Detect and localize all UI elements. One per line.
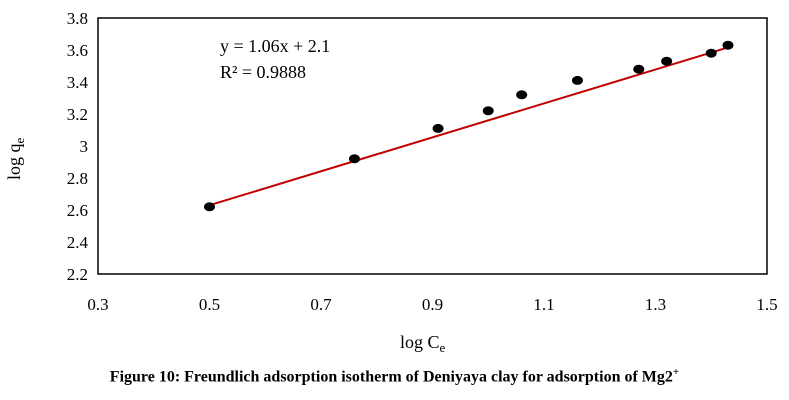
trendline-equation: y = 1.06x + 2.1 bbox=[220, 36, 330, 56]
data-point bbox=[432, 123, 444, 133]
data-point bbox=[482, 106, 494, 116]
y-tick-label: 3 bbox=[80, 137, 89, 156]
y-tick-label: 3.2 bbox=[67, 105, 88, 124]
x-tick-label: 0.5 bbox=[199, 295, 220, 314]
y-tick-label: 2.2 bbox=[67, 265, 88, 284]
r-squared-label: R² = 0.9888 bbox=[220, 62, 306, 82]
y-axis-ticks: 2.2 2.4 2.6 2.8 3 3.2 3.4 3.6 3.8 bbox=[67, 9, 89, 284]
data-point bbox=[516, 90, 528, 100]
caption-superscript: + bbox=[672, 366, 680, 378]
data-point bbox=[633, 64, 645, 74]
caption-text: Figure 10: Freundlich adsorption isother… bbox=[109, 368, 673, 386]
y-axis-title: log qe bbox=[4, 137, 27, 180]
data-points bbox=[204, 40, 734, 212]
data-point bbox=[705, 48, 717, 58]
trendline bbox=[209, 46, 729, 207]
x-axis-title: log Ce bbox=[400, 332, 446, 355]
x-tick-label: 1.5 bbox=[756, 295, 777, 314]
y-tick-label: 3.8 bbox=[67, 9, 88, 28]
plot-area bbox=[97, 17, 768, 275]
x-tick-label: 0.7 bbox=[310, 295, 332, 314]
x-tick-label: 1.1 bbox=[533, 295, 554, 314]
data-point bbox=[348, 154, 360, 164]
x-tick-label: 1.3 bbox=[645, 295, 666, 314]
x-tick-label: 0.9 bbox=[422, 295, 443, 314]
data-point bbox=[661, 56, 673, 66]
y-tick-label: 2.8 bbox=[67, 169, 88, 188]
y-tick-label: 2.4 bbox=[67, 233, 89, 252]
data-point bbox=[571, 75, 583, 85]
y-tick-label: 3.4 bbox=[67, 73, 89, 92]
x-axis-ticks: 0.3 0.5 0.7 0.9 1.1 1.3 1.5 bbox=[87, 295, 777, 314]
data-point bbox=[722, 40, 734, 50]
data-point bbox=[204, 202, 215, 212]
y-tick-label: 3.6 bbox=[67, 41, 88, 60]
x-tick-label: 0.3 bbox=[87, 295, 108, 314]
y-tick-label: 2.6 bbox=[67, 201, 88, 220]
figure-caption: Figure 10: Freundlich adsorption isother… bbox=[0, 366, 789, 386]
